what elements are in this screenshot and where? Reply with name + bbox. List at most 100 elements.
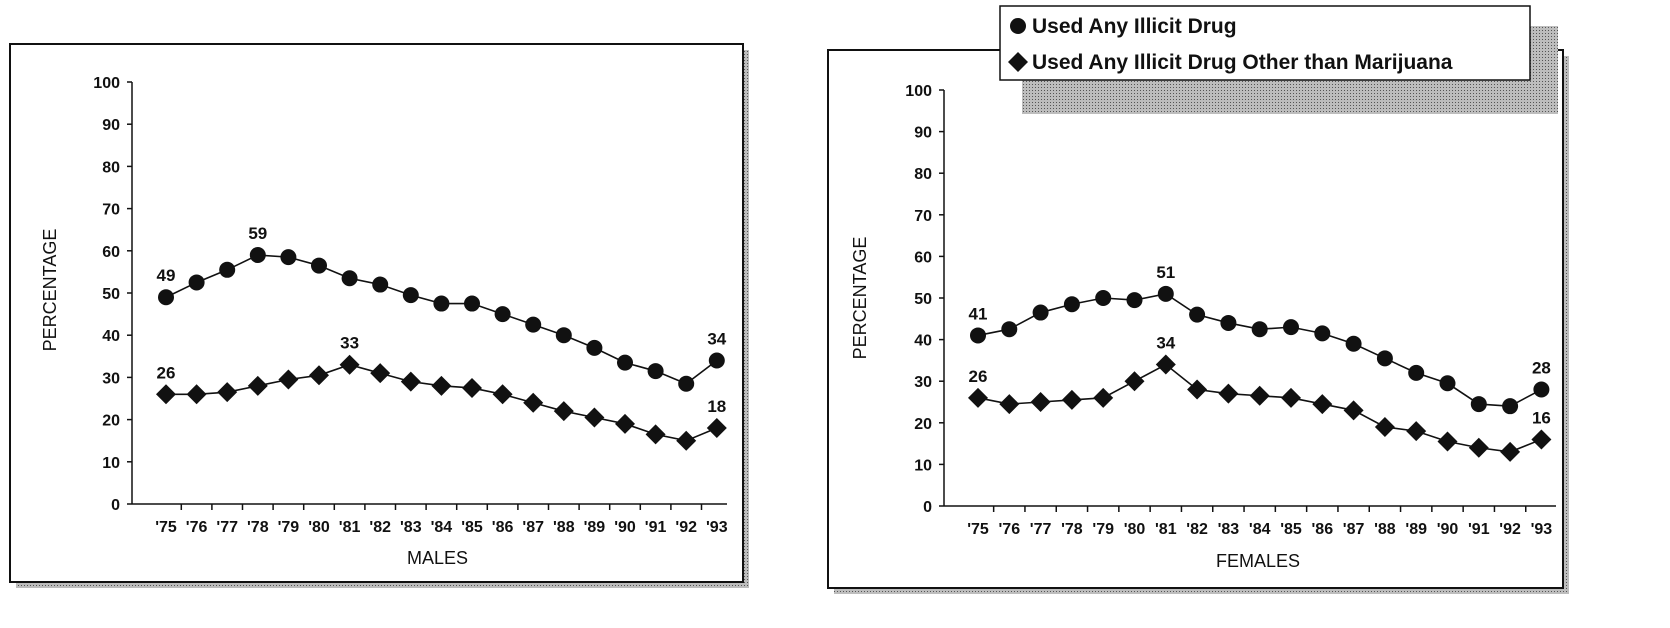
data-point — [400, 371, 421, 392]
data-point — [617, 354, 633, 371]
y-tick-label: 0 — [923, 499, 932, 516]
x-tick-label: '93 — [706, 519, 728, 536]
data-point — [708, 352, 725, 369]
data-label: 34 — [1156, 334, 1175, 353]
legend-label: Used Any Illicit Drug Other than Marijua… — [1032, 51, 1453, 74]
data-point — [1001, 321, 1018, 338]
data-point — [1187, 379, 1208, 400]
data-point — [525, 316, 542, 333]
x-tick-label: '75 — [155, 519, 177, 536]
data-point — [1312, 394, 1333, 415]
data-point — [586, 339, 603, 356]
x-tick-label: '78 — [247, 519, 269, 536]
data-point — [706, 418, 727, 439]
series-other-than-marijuana — [968, 354, 1552, 462]
data-point — [1406, 421, 1427, 442]
y-tick-label: 100 — [905, 83, 932, 100]
data-point — [1126, 292, 1143, 309]
x-tick-label: '93 — [1531, 521, 1553, 538]
data-point — [1374, 416, 1395, 437]
data-label: 18 — [707, 397, 726, 416]
x-tick-label: '82 — [369, 519, 391, 536]
data-point — [1251, 321, 1268, 338]
y-tick-label: 0 — [111, 497, 120, 514]
data-point — [645, 424, 666, 445]
data-point — [678, 375, 695, 392]
legend: Used Any Illicit Drug Used Any Illicit Dr… — [999, 5, 1558, 114]
y-tick-label: 90 — [914, 125, 932, 142]
data-point — [219, 261, 236, 278]
y-tick-label: 70 — [102, 202, 120, 219]
data-point — [158, 289, 174, 306]
y-tick-label: 60 — [102, 244, 120, 261]
data-point — [217, 382, 238, 403]
data-point — [431, 375, 452, 396]
data-point — [1157, 285, 1174, 302]
data-point — [188, 274, 205, 291]
data-point — [615, 413, 635, 434]
data-point — [156, 384, 176, 405]
data-point — [999, 394, 1020, 415]
x-tick-label: '84 — [431, 519, 453, 536]
data-point — [1345, 335, 1362, 352]
x-tick-label: '88 — [553, 519, 575, 536]
data-label: 49 — [157, 266, 176, 285]
data-point — [1533, 381, 1550, 398]
data-point — [1283, 319, 1299, 336]
x-tick-label: '89 — [584, 519, 606, 536]
series-any-illicit-drug — [158, 247, 725, 392]
x-tick-label: '77 — [216, 519, 238, 536]
legend-item: Used Any Illicit Drug — [1010, 15, 1237, 38]
x-tick-label: '90 — [1437, 521, 1459, 538]
x-tick-label: '82 — [1186, 521, 1208, 538]
data-point — [1500, 441, 1521, 462]
series-any-illicit-drug — [970, 285, 1550, 415]
x-tick-label: '80 — [308, 519, 330, 536]
y-tick-label: 90 — [102, 117, 120, 134]
data-point — [1439, 375, 1456, 392]
y-tick-label: 30 — [102, 370, 120, 387]
data-label: 59 — [248, 224, 267, 243]
y-tick-label: 50 — [102, 286, 120, 303]
diamond-marker-icon — [1008, 52, 1028, 72]
y-tick-label: 40 — [914, 333, 932, 350]
data-label: 26 — [969, 367, 988, 386]
y-axis-label: PERCENTAGE — [40, 229, 60, 352]
x-tick-label: '77 — [1030, 521, 1052, 538]
data-label: 26 — [157, 363, 176, 382]
x-tick-label: '81 — [339, 519, 361, 536]
x-tick-label: '92 — [1499, 521, 1521, 538]
data-point — [280, 249, 297, 266]
y-tick-label: 20 — [914, 416, 932, 433]
data-point — [1408, 364, 1425, 381]
x-tick-label: '91 — [1468, 521, 1490, 538]
data-point — [464, 295, 480, 312]
data-point — [1531, 429, 1552, 450]
data-point — [584, 407, 605, 428]
x-tick-label: '92 — [675, 519, 697, 536]
data-point — [1249, 385, 1270, 406]
data-point — [647, 363, 664, 380]
y-tick-label: 80 — [102, 159, 120, 176]
x-tick-label: '76 — [186, 519, 208, 536]
x-tick-label: '83 — [1218, 521, 1240, 538]
data-point — [1281, 387, 1301, 408]
x-tick-label: '86 — [492, 519, 514, 536]
data-point — [1437, 431, 1458, 452]
data-point — [1220, 314, 1237, 331]
data-point — [1155, 354, 1176, 375]
data-point — [523, 392, 544, 413]
x-tick-label: '90 — [614, 519, 636, 536]
x-tick-label: '87 — [1343, 521, 1365, 538]
x-tick-label: '78 — [1061, 521, 1083, 538]
legend-box — [999, 5, 1531, 81]
data-point — [1095, 290, 1112, 306]
data-point — [1376, 350, 1393, 367]
y-axis-label: PERCENTAGE — [850, 237, 870, 360]
data-point — [555, 327, 572, 344]
data-point — [492, 384, 513, 405]
y-tick-label: 100 — [93, 75, 120, 92]
legend-item: Used Any Illicit Drug Other than Marijua… — [1008, 51, 1453, 74]
x-axis-label: FEMALES — [1216, 551, 1300, 571]
y-tick-label: 10 — [102, 455, 120, 472]
